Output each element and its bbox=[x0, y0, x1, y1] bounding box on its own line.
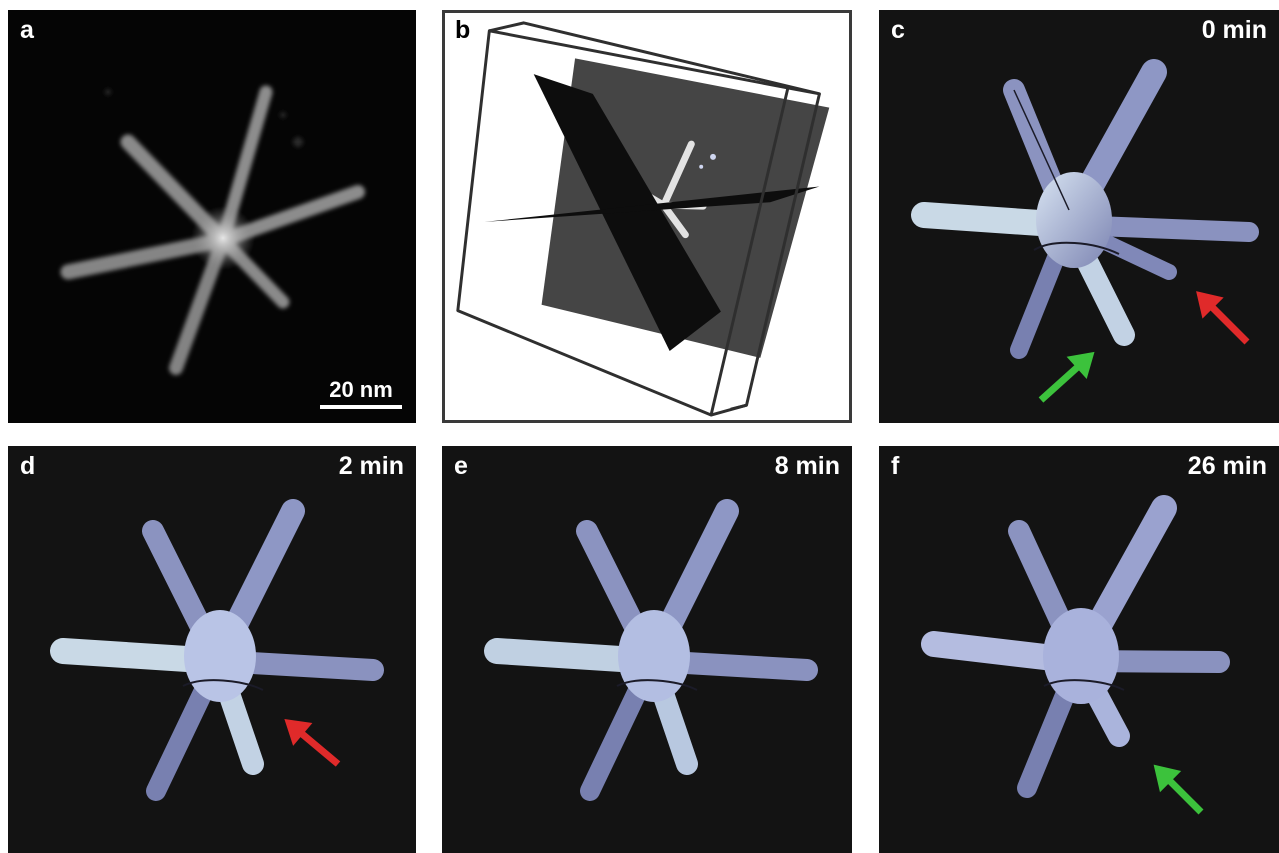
star-render-2min bbox=[50, 499, 384, 801]
panel-label: d bbox=[20, 452, 36, 480]
time-label: 26 min bbox=[1187, 452, 1267, 480]
star-render-0min bbox=[911, 59, 1259, 359]
arrow-green bbox=[1038, 351, 1095, 403]
panel-label: a bbox=[20, 16, 34, 44]
star-render-26min bbox=[921, 495, 1230, 798]
panel-e: e 8 min bbox=[442, 446, 852, 853]
panel-label: c bbox=[891, 16, 905, 44]
time-label: 2 min bbox=[338, 452, 404, 480]
panel-f: f 26 min bbox=[879, 446, 1279, 853]
scale-bar-label: 20 nm bbox=[329, 377, 393, 402]
panel-c: c 0 min bbox=[879, 10, 1279, 423]
panel-d: d 2 min bbox=[8, 446, 416, 853]
panel-a: a 20 nm bbox=[8, 10, 416, 423]
scale-bar-line bbox=[320, 405, 402, 409]
arrow-red bbox=[284, 719, 341, 767]
panel-label: e bbox=[454, 452, 468, 480]
panel-b: b bbox=[442, 10, 852, 423]
time-label: 8 min bbox=[774, 452, 840, 480]
star-micrograph bbox=[60, 85, 365, 375]
star-render-8min bbox=[484, 499, 818, 801]
time-label: 0 min bbox=[1201, 16, 1267, 44]
panel-label: f bbox=[891, 452, 900, 480]
panel-label: b bbox=[455, 16, 471, 44]
arrow-green bbox=[1153, 764, 1204, 815]
tomography-slice-box bbox=[456, 21, 830, 417]
scale-bar: 20 nm bbox=[320, 377, 402, 409]
arrow-red bbox=[1196, 291, 1250, 345]
